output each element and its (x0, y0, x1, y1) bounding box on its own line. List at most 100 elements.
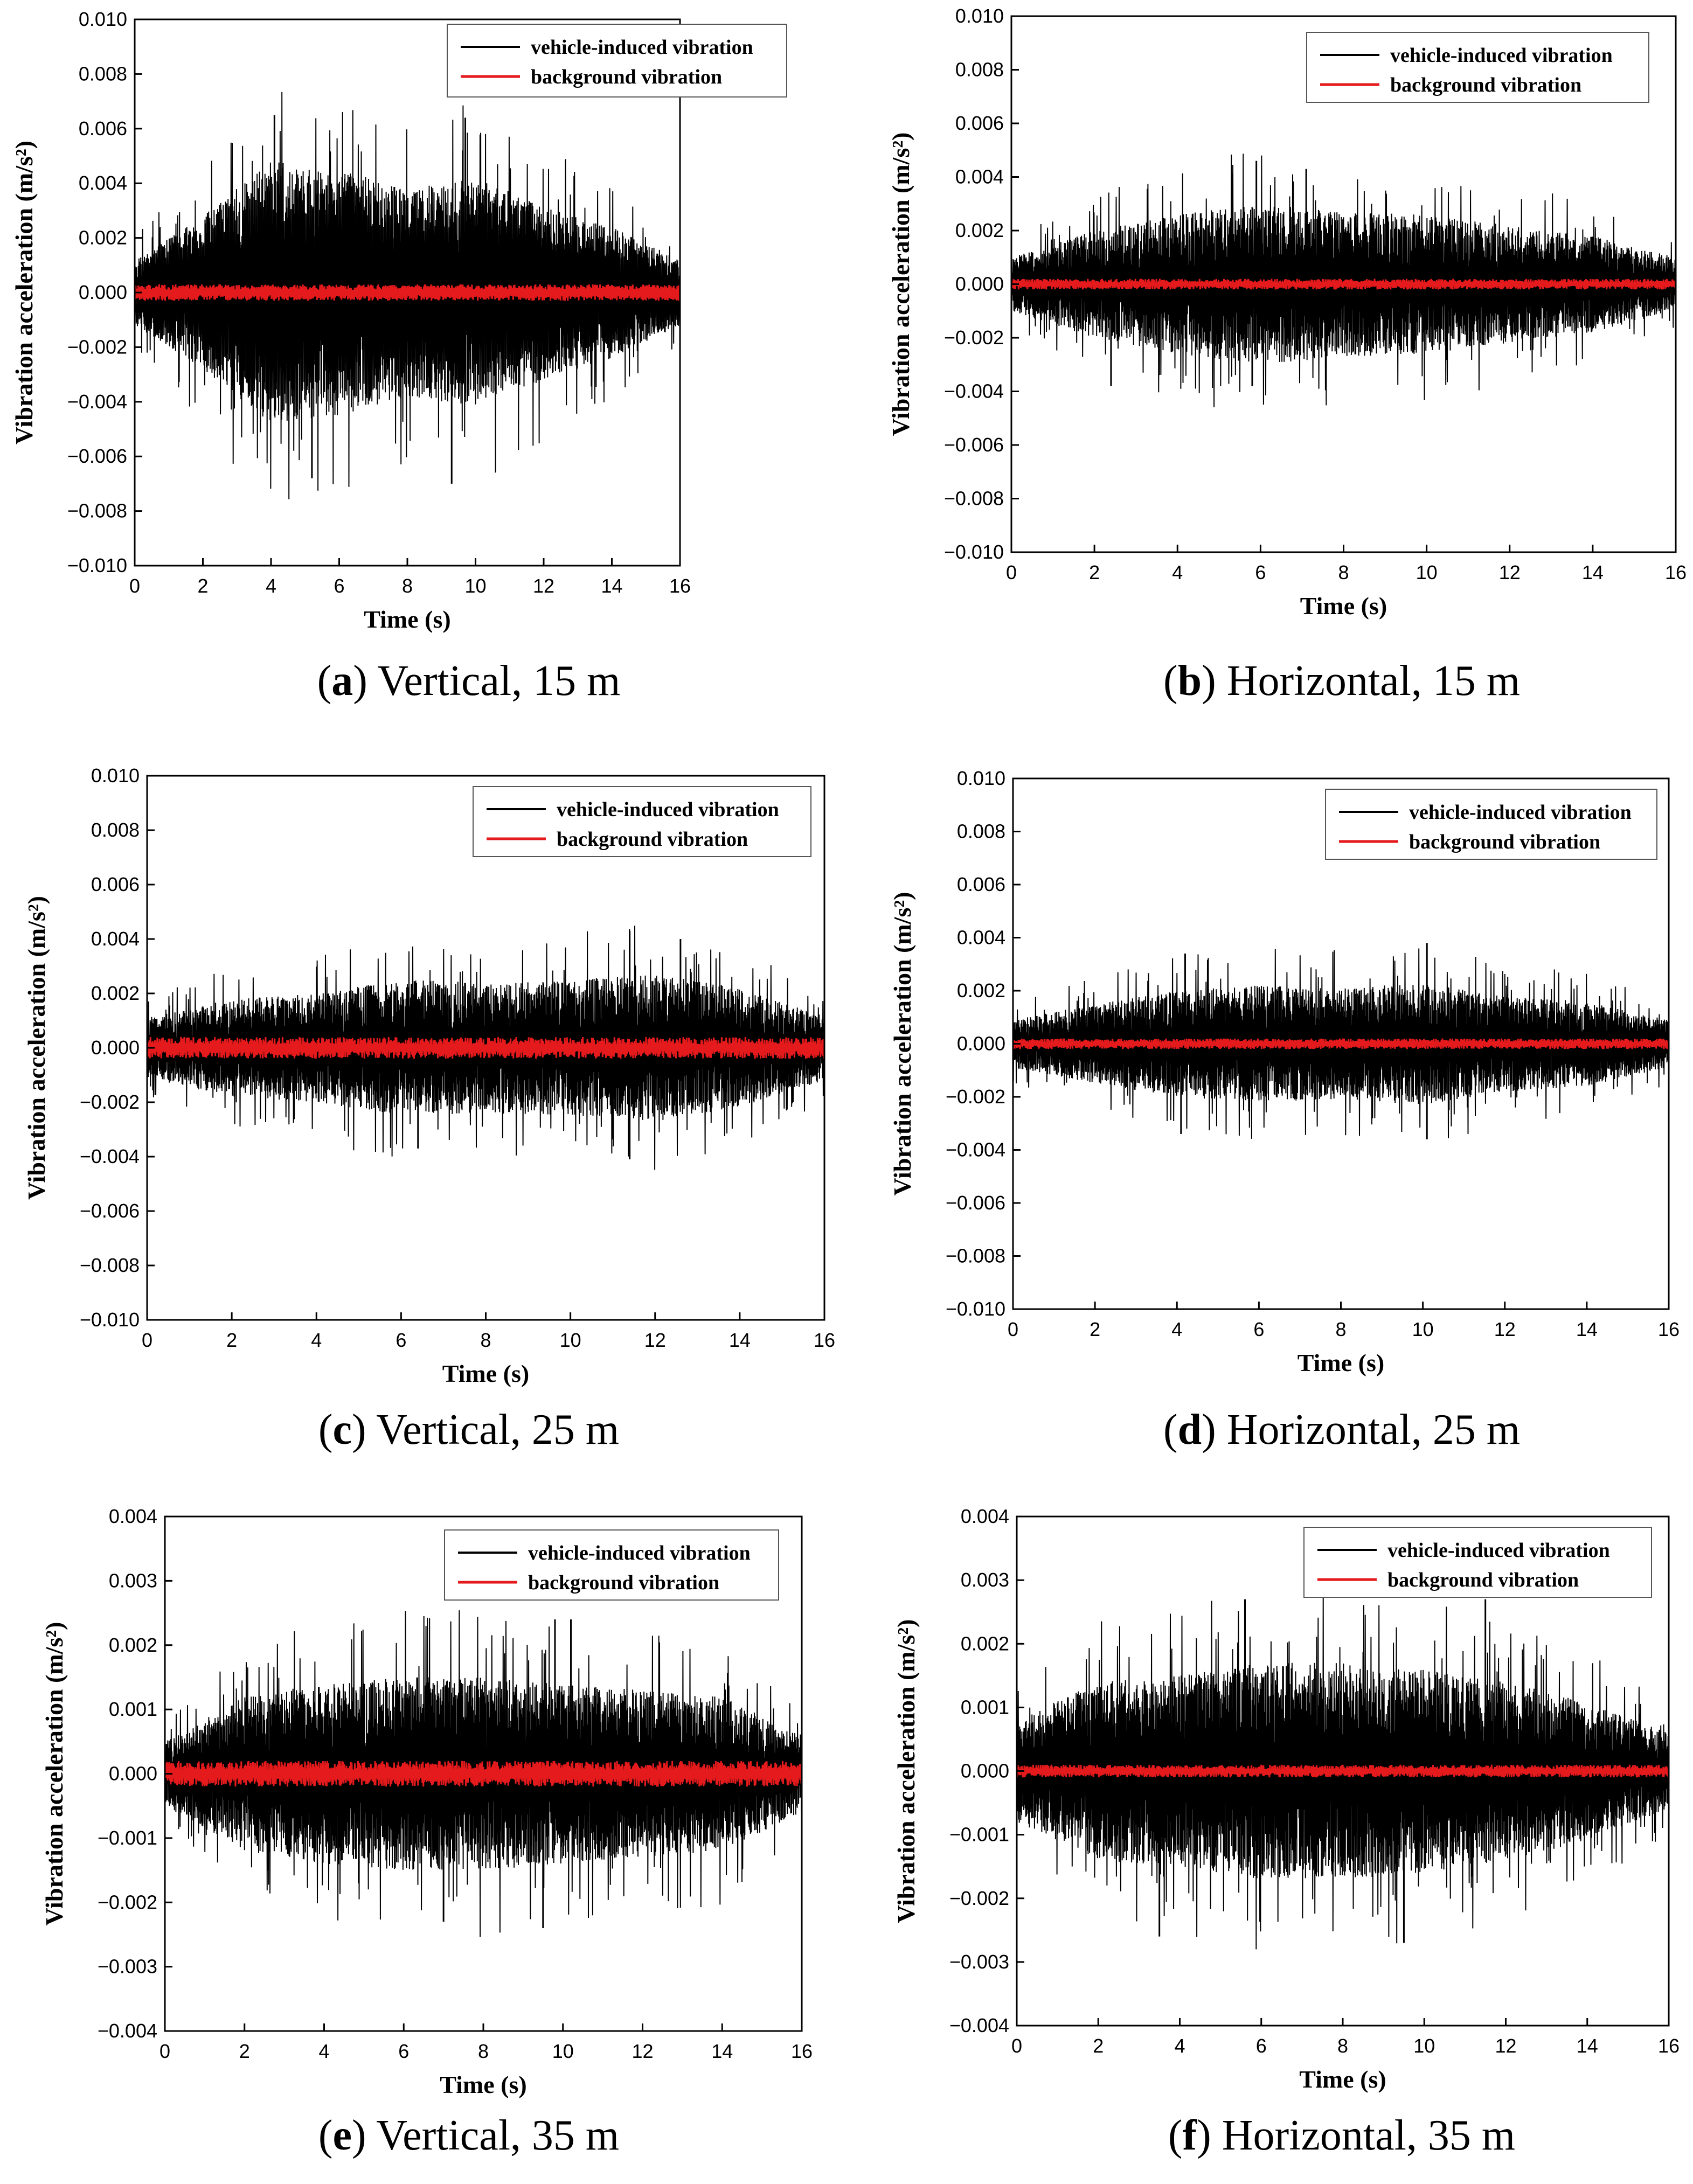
x-tick-label-b-0: 0 (1006, 561, 1017, 583)
x-tick-label-a-8: 16 (669, 575, 691, 597)
y-tick-label-c-1: −0.008 (80, 1254, 140, 1276)
y-tick-label-b-8: 0.006 (955, 112, 1004, 134)
y-tick-label-c-9: 0.008 (91, 819, 140, 841)
x-axis-title-e: Time (s) (440, 2071, 526, 2098)
y-tick-label-b-10: 0.010 (955, 5, 1004, 27)
y-tick-label-c-2: −0.006 (80, 1200, 140, 1222)
y-tick-label-f-5: 0.001 (961, 1696, 1009, 1718)
x-axis-title-f: Time (s) (1299, 2065, 1386, 2093)
y-axis-title-d: Vibration acceleration (m/s²) (889, 892, 916, 1196)
y-tick-label-f-1: −0.003 (949, 1951, 1009, 1973)
panel-caption-c: (c) Vertical, 25 m (318, 1406, 619, 1453)
y-tick-label-f-7: 0.003 (961, 1569, 1009, 1591)
x-tick-label-f-8: 16 (1658, 2035, 1680, 2057)
x-tick-label-d-4: 8 (1335, 1318, 1346, 1340)
y-tick-label-f-3: −0.001 (949, 1824, 1009, 1846)
x-tick-label-e-6: 12 (632, 2040, 653, 2062)
y-tick-label-c-3: −0.004 (80, 1145, 140, 1167)
y-tick-label-d-4: −0.002 (946, 1086, 1005, 1108)
y-tick-label-d-10: 0.010 (957, 767, 1005, 789)
legend-label-d-1: background vibration (1409, 831, 1600, 853)
panel-caption-f: (f) Horizontal, 35 m (1168, 2112, 1515, 2159)
x-tick-label-e-1: 2 (239, 2040, 250, 2062)
x-tick-label-b-5: 10 (1416, 561, 1438, 583)
y-tick-label-b-0: −0.010 (944, 541, 1004, 563)
x-tick-label-c-4: 8 (480, 1329, 491, 1351)
x-axis-title-a: Time (s) (364, 606, 450, 633)
panel-caption-a: (a) Vertical, 15 m (317, 657, 621, 705)
x-tick-label-e-5: 10 (552, 2040, 574, 2062)
chart-panel-f: −0.004 −0.003 −0.002 −0.001 0.000 0.001 0.002 0… (892, 1505, 1680, 2159)
y-tick-label-a-2: −0.006 (67, 445, 127, 467)
x-tick-label-e-0: 0 (159, 2040, 170, 2062)
x-tick-label-d-6: 12 (1494, 1318, 1516, 1340)
x-tick-label-d-3: 6 (1253, 1318, 1264, 1340)
x-tick-label-f-2: 4 (1174, 2035, 1185, 2057)
x-axis-title-c: Time (s) (442, 1360, 529, 1387)
y-tick-label-f-0: −0.004 (949, 2014, 1009, 2036)
series-line-vehicle-a (135, 92, 680, 499)
x-tick-label-b-2: 4 (1172, 561, 1183, 583)
panel-caption-b: (b) Horizontal, 15 m (1163, 657, 1520, 705)
y-tick-label-b-4: −0.002 (944, 326, 1004, 349)
x-tick-label-c-5: 10 (560, 1329, 581, 1351)
y-tick-label-d-9: 0.008 (957, 820, 1005, 843)
y-tick-label-b-1: −0.008 (944, 488, 1004, 510)
series-line-background-f (1017, 1764, 1669, 1778)
x-tick-label-f-1: 2 (1093, 2035, 1104, 2057)
series-line-vehicle-c (147, 926, 824, 1170)
y-tick-label-a-9: 0.008 (79, 62, 127, 85)
legend-a: vehicle-induced vibration background vibr… (447, 24, 787, 98)
x-tick-label-b-1: 2 (1089, 561, 1100, 583)
x-tick-label-c-0: 0 (142, 1329, 152, 1351)
x-axis-title-b: Time (s) (1300, 592, 1387, 620)
chart-panel-e: −0.004 −0.003 −0.002 −0.001 0.000 0.001 0.002 0… (40, 1505, 813, 2159)
panel-caption-letter-b: b (1178, 657, 1202, 705)
series-line-background-d (1013, 1038, 1669, 1049)
series-line-vehicle-b (1011, 154, 1676, 407)
x-tick-label-c-2: 4 (311, 1329, 322, 1351)
y-tick-label-d-3: −0.004 (946, 1139, 1005, 1161)
x-tick-label-d-1: 2 (1090, 1318, 1100, 1340)
legend-c: vehicle-induced vibration background vibr… (473, 786, 811, 857)
y-tick-label-e-6: 0.002 (109, 1634, 157, 1656)
x-tick-label-f-7: 14 (1577, 2035, 1598, 2057)
y-tick-label-a-1: −0.008 (67, 500, 127, 522)
x-tick-label-d-8: 16 (1658, 1318, 1680, 1340)
y-tick-label-a-0: −0.010 (67, 554, 127, 576)
y-axis-title-c: Vibration acceleration (m/s²) (23, 896, 50, 1200)
x-tick-label-c-1: 2 (226, 1329, 237, 1351)
series-line-background-c (147, 1037, 824, 1059)
y-tick-label-b-2: −0.006 (944, 434, 1004, 456)
y-tick-label-c-6: 0.002 (91, 982, 140, 1004)
y-tick-label-c-8: 0.006 (91, 873, 140, 895)
y-tick-label-e-8: 0.004 (109, 1505, 157, 1527)
legend-label-c-1: background vibration (557, 828, 748, 851)
series-line-background-a (135, 284, 680, 301)
y-tick-label-d-2: −0.006 (946, 1192, 1005, 1214)
x-tick-label-a-1: 2 (197, 575, 208, 597)
y-tick-label-e-5: 0.001 (109, 1698, 157, 1720)
legend-label-b-1: background vibration (1390, 74, 1581, 96)
series-line-background-e (165, 1761, 802, 1787)
x-tick-label-f-3: 6 (1256, 2035, 1267, 2057)
y-tick-label-c-0: −0.010 (80, 1309, 140, 1331)
y-tick-label-c-10: 0.010 (91, 764, 140, 787)
y-tick-label-f-4: 0.000 (961, 1760, 1009, 1782)
x-tick-label-a-6: 12 (533, 575, 554, 597)
x-tick-label-b-6: 12 (1499, 561, 1521, 583)
y-tick-label-b-6: 0.002 (955, 219, 1004, 241)
panel-caption-e: (e) Vertical, 35 m (318, 2112, 619, 2159)
x-tick-label-b-8: 16 (1665, 561, 1687, 583)
y-tick-label-b-3: −0.004 (944, 380, 1004, 402)
x-tick-label-a-7: 14 (601, 575, 622, 597)
legend-label-a-0: vehicle-induced vibration (531, 36, 753, 59)
series-line-background-b (1011, 279, 1676, 290)
y-tick-label-b-5: 0.000 (955, 273, 1004, 295)
y-tick-label-c-7: 0.004 (91, 928, 140, 950)
series-line-vehicle-d (1013, 948, 1669, 1139)
x-tick-label-e-2: 4 (318, 2040, 329, 2062)
series-line-vehicle-e (165, 1610, 802, 1937)
y-tick-label-e-4: 0.000 (109, 1763, 157, 1785)
x-tick-label-d-0: 0 (1008, 1318, 1018, 1340)
